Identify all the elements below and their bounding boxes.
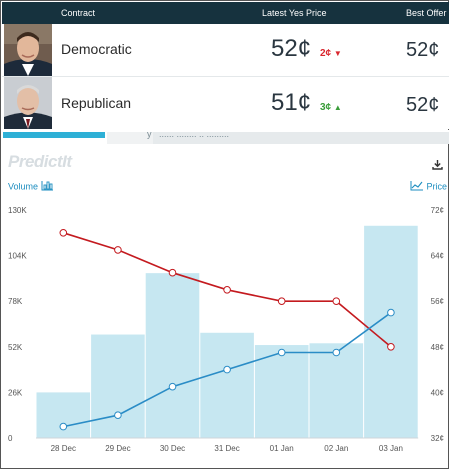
- latest-yes-price: 51¢: [271, 89, 312, 116]
- contract-column-header: Contract: [61, 8, 96, 18]
- bar-chart-icon: [41, 181, 54, 193]
- price-point: [59, 422, 68, 431]
- republican-candidate-photo: [4, 77, 52, 129]
- best-offer-column-header: Best Offer: [406, 8, 447, 18]
- tab-2[interactable]: y: [107, 129, 153, 144]
- volume-label: Volume: [8, 181, 39, 192]
- price-axis-tick-label: 48¢: [431, 343, 444, 352]
- best-offer-price[interactable]: 52¢: [406, 39, 440, 61]
- price-point: [387, 308, 395, 317]
- row-divider: [2, 76, 449, 77]
- price-change: 3¢ ▲: [320, 102, 342, 113]
- price-point: [332, 297, 341, 305]
- tab-3[interactable]: ...... ........ .. .........: [153, 129, 449, 144]
- x-axis-tick-label: 29 Dec: [105, 444, 130, 453]
- predictit-logo: PredictIt: [8, 152, 72, 171]
- volume-bar: [91, 334, 145, 438]
- price-change: 2¢ ▼: [320, 48, 342, 59]
- price-axis-tick-label: 64¢: [431, 252, 444, 261]
- volume-bar: [200, 332, 254, 438]
- price-point: [59, 229, 68, 237]
- price-change-value: 3¢: [320, 102, 332, 113]
- tab-active-indicator[interactable]: [3, 132, 105, 138]
- x-axis-tick-label: 01 Jan: [270, 444, 294, 453]
- contract-row-republican[interactable]: Republican 51¢ 3¢ ▲ 52¢: [2, 77, 449, 129]
- price-axis-tick-label: 56¢: [431, 297, 444, 306]
- price-point: [168, 382, 177, 391]
- price-point: [332, 348, 341, 357]
- volume-bar: [145, 273, 200, 438]
- volume-axis-tick-label: 0: [8, 434, 13, 443]
- volume-bar: [254, 345, 309, 438]
- volume-axis-tick-label: 52K: [8, 343, 23, 352]
- arrow-down-icon: ▼: [333, 49, 342, 58]
- price-toggle[interactable]: Price: [410, 180, 447, 193]
- contract-row-democratic[interactable]: Democratic 52¢ 2¢ ▼ 52¢: [2, 24, 449, 76]
- contracts-header: Contract Latest Yes Price Best Offer: [2, 2, 449, 24]
- price-point: [114, 246, 122, 254]
- line-chart-icon: [410, 181, 427, 193]
- price-change-value: 2¢: [320, 48, 332, 59]
- price-volume-chart: 0 26K 52K 78K 104K 130K 32¢ 40¢ 48¢ 56¢ 64¢ 72¢ 28 D…: [8, 206, 444, 453]
- volume-axis-tick-label: 130K: [8, 206, 27, 215]
- download-icon[interactable]: [432, 157, 443, 175]
- volume-toggle[interactable]: Volume: [8, 180, 54, 193]
- price-point: [277, 297, 286, 305]
- x-axis-tick-label: 28 Dec: [51, 444, 76, 453]
- price-axis-tick-label: 32¢: [431, 434, 444, 443]
- contract-name: Republican: [61, 95, 132, 111]
- latest-price-column-header: Latest Yes Price: [262, 8, 327, 18]
- x-axis-tick-label: 03 Jan: [379, 444, 403, 453]
- price-point: [114, 411, 122, 419]
- x-axis-tick-label: 02 Jan: [324, 444, 348, 453]
- price-label: Price: [426, 181, 448, 192]
- best-offer-price[interactable]: 52¢: [406, 94, 440, 116]
- volume-axis-tick-label: 104K: [8, 252, 27, 261]
- latest-yes-price: 52¢: [271, 35, 312, 62]
- x-axis-tick-label: 30 Dec: [160, 444, 185, 453]
- volume-bar: [36, 392, 91, 438]
- price-point: [223, 286, 231, 294]
- volume-bar: [309, 343, 364, 438]
- price-point: [168, 268, 177, 277]
- x-axis-tick-label: 31 Dec: [214, 444, 239, 453]
- democratic-candidate-photo: [4, 24, 52, 76]
- arrow-up-icon: ▲: [333, 103, 342, 112]
- price-point: [387, 343, 395, 351]
- price-point: [223, 365, 231, 374]
- volume-axis-tick-label: 26K: [8, 388, 23, 397]
- volume-axis-tick-label: 78K: [8, 297, 23, 306]
- price-axis-tick-label: 40¢: [431, 388, 444, 397]
- price-point: [277, 348, 286, 357]
- price-axis-tick-label: 72¢: [431, 206, 444, 215]
- contract-name: Democratic: [61, 41, 132, 57]
